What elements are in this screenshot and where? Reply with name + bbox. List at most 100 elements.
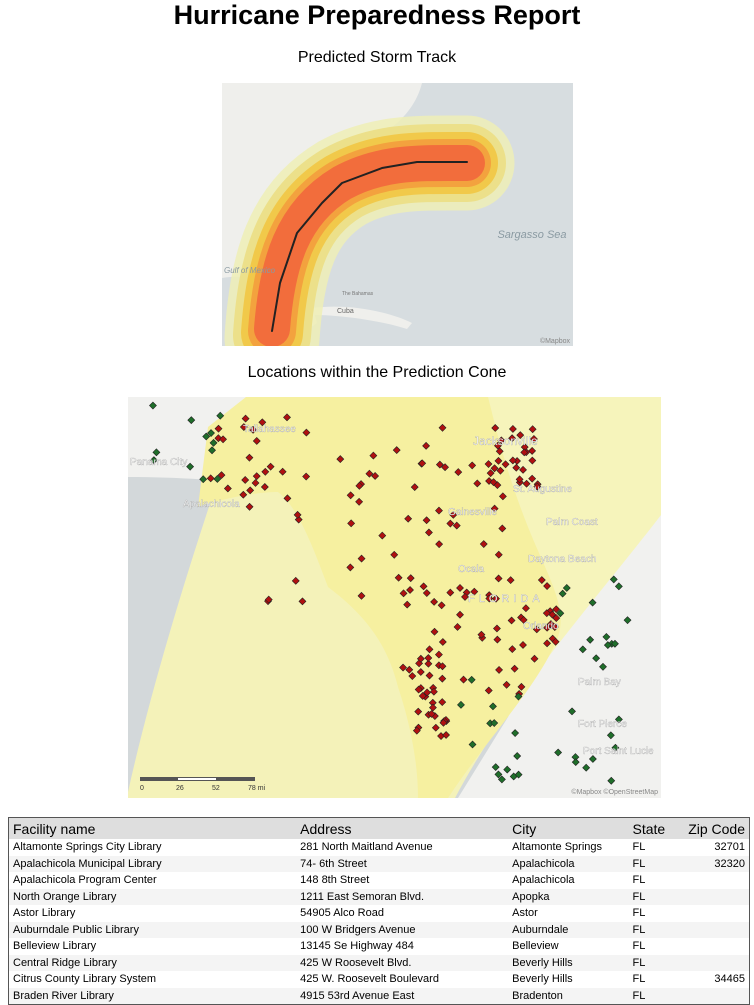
facility-marker (452, 521, 461, 530)
facility-marker (528, 474, 537, 483)
facility-marker (186, 462, 195, 471)
table-cell: Belleview Library (13, 940, 97, 953)
facility-marker (216, 411, 225, 420)
facility-marker (516, 431, 525, 440)
facility-marker (571, 758, 580, 767)
facility-marker (473, 479, 482, 488)
cuba (312, 306, 412, 329)
table-cell: FL (632, 907, 646, 920)
table-cell: 425 W. Roosevelt Boulevard (300, 973, 439, 986)
table-cell: FL (632, 973, 646, 986)
facility-marker (546, 620, 555, 628)
facility-marker (456, 584, 464, 592)
map-labels: Tallahassee Panama City Apalachicola Jac… (130, 424, 654, 757)
facility-marker (490, 719, 499, 727)
facility-marker (424, 659, 433, 668)
facility-marker (149, 401, 157, 410)
locations-map: Tallahassee Panama City Apalachicola Jac… (128, 397, 661, 798)
column-header: Facility name (8, 817, 297, 839)
facility-marker (427, 709, 436, 718)
scale-label: 52 (212, 785, 220, 792)
map-label: Daytona Beach (528, 554, 596, 565)
map-label: St. Augustine (513, 484, 572, 495)
facility-marker (258, 418, 267, 427)
facility-marker (430, 597, 439, 606)
table-cell: Beverly Hills (508, 954, 629, 971)
facility-marker (357, 554, 366, 563)
facility-marker (602, 633, 611, 641)
facility-marker (217, 471, 226, 480)
facility-marker (252, 437, 261, 445)
facility-marker (294, 515, 303, 524)
facility-marker (152, 448, 161, 457)
table-cell: 32320 (676, 855, 750, 872)
facility-marker (283, 413, 291, 422)
facility-marker (431, 723, 440, 732)
table-cell: 281 North Maitland Avenue (300, 841, 433, 854)
facility-marker (404, 514, 413, 523)
map-caption: Predicted Storm Track (297, 49, 457, 66)
facility-marker (293, 510, 302, 519)
facility-marker (588, 755, 597, 763)
scale-label: 26 (176, 785, 184, 792)
facility-marker (508, 645, 517, 654)
facility-marker (497, 436, 506, 445)
facility-marker (519, 641, 527, 649)
table-cell: Central Ridge Library (8, 954, 297, 971)
facility-marker (552, 605, 561, 614)
table-cell: FL (632, 940, 646, 953)
facility-marker (456, 610, 464, 619)
map-attribution: ©Mapbox ©OpenStreetMap (571, 788, 658, 796)
table-cell: Belleview (512, 940, 559, 953)
map-label: Gulf of Mexico (224, 266, 276, 275)
map-attribution: ©Mapbox (540, 337, 571, 345)
facility-marker (477, 630, 486, 639)
table-cell: FL (628, 987, 677, 1005)
column-header: Address (296, 817, 509, 839)
facility-marker (513, 752, 522, 760)
facility-marker (283, 494, 292, 503)
facility-marker (347, 519, 356, 528)
table-row: Apalachicola Municipal Library 74- 6th St… (8, 855, 750, 872)
table-cell (676, 888, 750, 905)
facility-marker (415, 659, 424, 668)
facility-marker (537, 576, 546, 584)
facility-marker (599, 662, 607, 671)
facility-marker (519, 465, 527, 474)
facility-marker (457, 700, 465, 709)
facility-marker (484, 686, 493, 695)
facility-marker (459, 675, 468, 684)
facility-marker (453, 623, 462, 631)
facility-marker (439, 718, 448, 727)
facility-marker (207, 429, 215, 437)
report-title: Hurricane Preparedness Report (173, 0, 581, 30)
facility-marker (493, 624, 501, 633)
table-cell: Apopka (508, 888, 629, 905)
facility-marker (543, 582, 551, 590)
prediction-cone (224, 115, 515, 346)
map-label: Panama City (130, 457, 187, 468)
facility-marker (260, 483, 269, 491)
facility-marker (588, 598, 597, 607)
facility-marker (495, 665, 503, 674)
facility-marker (422, 516, 431, 525)
facility-marker (470, 587, 479, 596)
column-header: Zip Code (676, 817, 750, 839)
facility-marker (365, 469, 374, 478)
facility-marker (202, 432, 211, 441)
table-cell: 74- 6th Street (296, 855, 509, 872)
table-cell: FL (632, 874, 646, 887)
facility-marker (528, 425, 537, 434)
facility-marker (530, 654, 539, 663)
facility-marker (239, 423, 248, 431)
facility-marker (405, 665, 414, 674)
facility-marker (414, 707, 423, 716)
column-header: City (508, 817, 629, 839)
map-label: Palm Coast (546, 517, 598, 528)
scale-label: 0 (140, 785, 144, 792)
facility-marker (442, 731, 450, 739)
facility-marker (495, 447, 504, 456)
facility-marker (371, 472, 380, 480)
scale-label: 78 mi (248, 785, 266, 792)
